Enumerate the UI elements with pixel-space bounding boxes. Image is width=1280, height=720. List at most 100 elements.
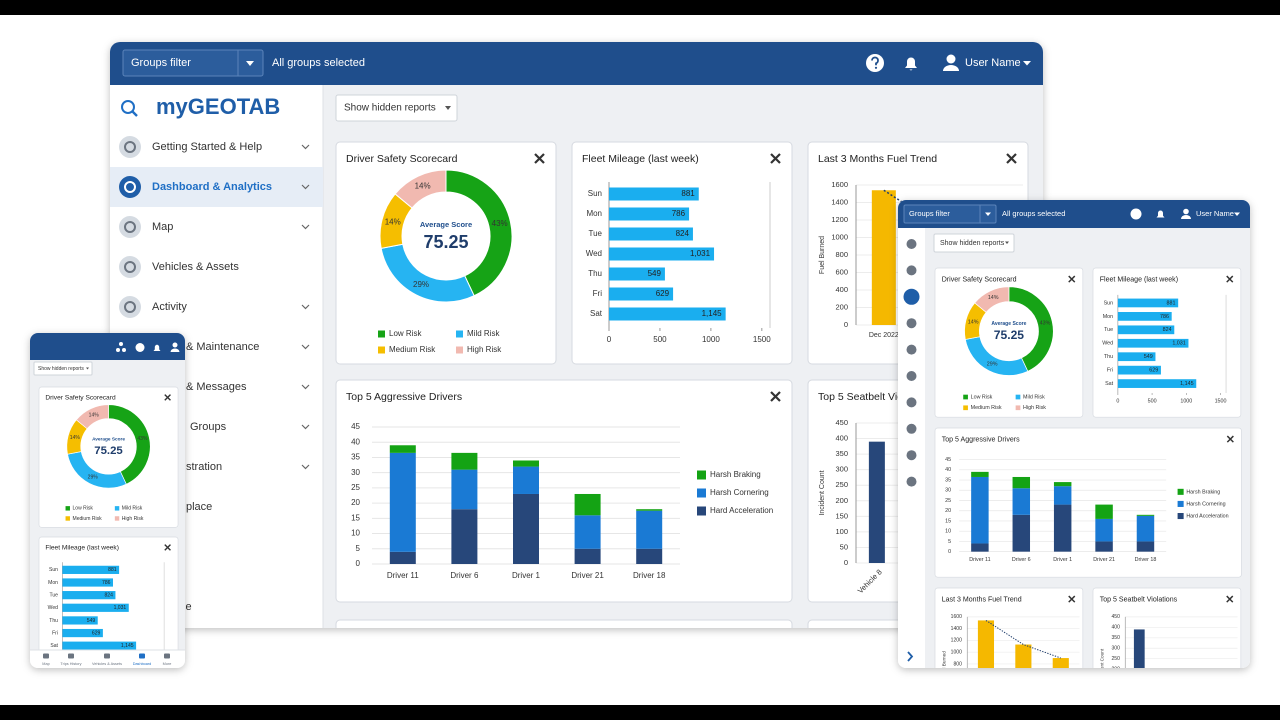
top-bar	[110, 42, 1043, 85]
show-hidden-button[interactable]: Show hidden reports	[33, 361, 93, 376]
rail-icon[interactable]	[906, 344, 917, 355]
rail-icon[interactable]	[906, 450, 917, 461]
close-button[interactable]	[770, 391, 781, 402]
show-hidden-button[interactable]: Show hidden reports	[335, 94, 458, 122]
value-label: 1,145	[702, 309, 723, 318]
bar-segment	[389, 551, 416, 564]
y-tick-label: 300	[1111, 646, 1120, 652]
value-label: 1,031	[114, 605, 127, 611]
sidebar-item[interactable]: Dashboard & Analytics	[110, 167, 323, 207]
legend-label: Medium Risk	[389, 345, 436, 354]
x-tick-label: 500	[653, 335, 667, 344]
close-button[interactable]	[1068, 275, 1076, 283]
help-button[interactable]	[135, 343, 145, 352]
close-button[interactable]	[770, 153, 781, 164]
groups-icon	[122, 348, 126, 352]
rail-icon[interactable]	[906, 397, 917, 408]
y-tick-label: 1600	[831, 180, 848, 189]
rail-icon[interactable]	[906, 265, 917, 276]
close-icon	[770, 153, 781, 164]
groups-filter[interactable]: Groups filter	[122, 49, 264, 77]
help-button[interactable]	[866, 54, 884, 72]
nav-item[interactable]: Dashboard	[133, 653, 152, 667]
close-button[interactable]	[1226, 435, 1234, 443]
nav-item[interactable]: Trips History	[60, 653, 82, 667]
y-tick-label: Wed	[48, 605, 58, 611]
legend-label: Harsh Braking	[710, 470, 761, 479]
groups-selected: All groups selected	[1002, 209, 1065, 218]
show-hidden-button[interactable]: Show hidden reports	[933, 233, 1015, 253]
sidebar-item[interactable]: Activity	[119, 296, 310, 318]
sidebar-item[interactable]: se	[180, 601, 192, 613]
rail-icon[interactable]	[906, 371, 917, 381]
groups-icon[interactable]	[119, 342, 123, 346]
y-tick-label: 0	[844, 558, 848, 567]
rail-icon[interactable]	[903, 288, 920, 305]
search-icon[interactable]	[121, 100, 135, 114]
slice-label: 14%	[988, 295, 999, 301]
close-button[interactable]	[1226, 275, 1234, 283]
rail-icon[interactable]	[906, 239, 917, 249]
sidebar-item[interactable]: stration	[186, 461, 310, 473]
y-tick-label: 35	[351, 453, 360, 462]
card-bg	[934, 427, 1242, 578]
rail-icon[interactable]	[906, 423, 917, 434]
bar	[609, 187, 699, 201]
sidebar-item[interactable]: & Messages	[186, 381, 310, 393]
y-tick-label: 1400	[951, 626, 962, 632]
card-title: Last 3 Months Fuel Trend	[942, 596, 1022, 603]
legend-swatch	[697, 488, 706, 498]
close-button[interactable]	[1226, 595, 1234, 603]
letterbox	[0, 0, 1280, 15]
help-button[interactable]	[1130, 208, 1142, 220]
x-tick-label: Driver 21	[1093, 557, 1115, 563]
nav-item[interactable]: Map	[42, 653, 50, 667]
close-button[interactable]	[1006, 153, 1017, 164]
legend-label: Harsh Cornering	[1186, 501, 1225, 507]
notifications-button[interactable]	[153, 344, 161, 351]
sidebar-item[interactable]: Vehicles & Assets	[119, 256, 239, 278]
nav-item[interactable]: More	[163, 653, 172, 667]
close-button[interactable]	[164, 544, 171, 551]
button-box	[933, 233, 1015, 253]
sidebar-icon-glyph	[124, 181, 136, 193]
sidebar-item[interactable]: Groups	[190, 421, 310, 433]
close-icon	[164, 394, 171, 401]
y-tick-label: 350	[835, 449, 848, 458]
sidebar-item[interactable]: Getting Started & Help	[119, 136, 310, 158]
bar-segment	[1136, 514, 1155, 516]
y-tick-label: 35	[945, 477, 951, 483]
close-button[interactable]	[534, 153, 545, 164]
y-tick-label: Fri	[52, 630, 58, 636]
trend-line	[985, 620, 1061, 659]
nav-item[interactable]: Vehicles & Assets	[92, 653, 122, 667]
user-icon[interactable]	[1183, 208, 1189, 215]
sidebar-label: & Maintenance	[186, 341, 259, 353]
sidebar-item[interactable]: place	[186, 501, 212, 513]
rail-icon[interactable]	[906, 476, 917, 487]
y-tick-label: 800	[835, 250, 848, 259]
legend-swatch	[1177, 488, 1184, 495]
sidebar-item[interactable]: Map	[119, 216, 310, 238]
value-label: 629	[656, 289, 670, 298]
y-tick-label: 150	[1111, 677, 1120, 683]
x-tick-label: Driver 1	[512, 571, 541, 580]
y-tick-label: 250	[1111, 656, 1120, 662]
user-name[interactable]: User Name	[1196, 209, 1234, 218]
groups-filter[interactable]: Groups filter	[903, 204, 997, 224]
value-label: 786	[1160, 314, 1169, 320]
close-button[interactable]	[1068, 595, 1076, 603]
notifications-button[interactable]	[905, 57, 917, 71]
sidebar-item[interactable]: & Maintenance	[186, 341, 310, 353]
center-value: 75.25	[423, 232, 468, 252]
user-icon[interactable]	[172, 342, 178, 348]
user-menu[interactable]: User Name	[943, 54, 1031, 72]
bar	[62, 616, 98, 625]
help-glyph	[871, 56, 879, 66]
expand-button[interactable]	[907, 651, 914, 662]
close-button[interactable]	[164, 394, 171, 401]
legend-label: Mild Risk	[1023, 394, 1045, 400]
x-tick-label: Driver 18	[1135, 557, 1157, 563]
notifications-button[interactable]	[1156, 210, 1165, 218]
rail-icon[interactable]	[906, 318, 917, 329]
